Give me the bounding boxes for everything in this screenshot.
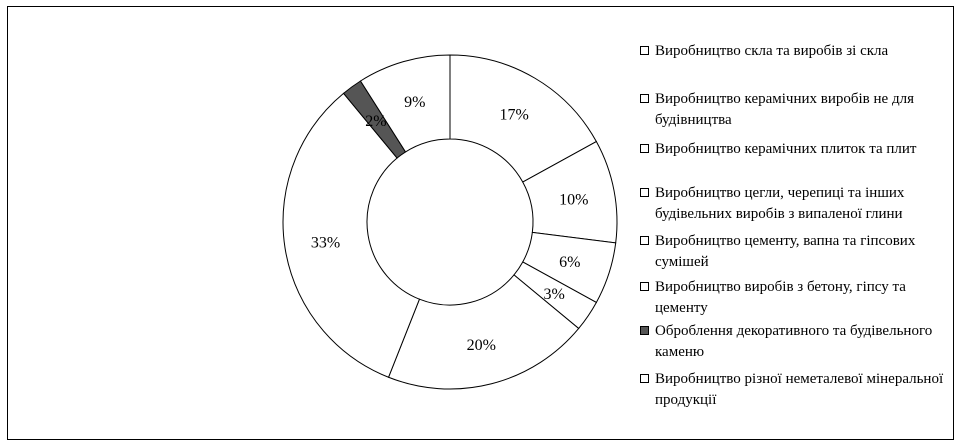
legend-item-8: Виробництво різної неметалевої мінеральн…: [640, 369, 950, 411]
legend-swatch: [640, 46, 649, 55]
legend-swatch: [640, 326, 649, 335]
donut-slice-6: [282, 92, 421, 378]
legend-item-6: Виробництво виробів з бетону, гіпсу та ц…: [640, 277, 950, 319]
slice-label-8: 9%: [404, 94, 425, 111]
legend-item-1: Виробництво скла та виробів зі скла: [640, 41, 950, 62]
legend-label: Виробництво різної неметалевої мінеральн…: [655, 371, 944, 408]
donut-slice-1: [449, 54, 598, 183]
slice-label-3: 6%: [559, 254, 580, 271]
slice-label-1: 17%: [499, 107, 528, 124]
slice-label-7: 2%: [365, 113, 386, 130]
slice-label-2: 10%: [559, 191, 588, 208]
donut-labels: 17% 10% 6% 3% 20% 33% 2% 9%: [311, 94, 589, 354]
legend-swatch: [640, 188, 649, 197]
legend-item-5: Виробництво цементу, вапна та гіпсових с…: [640, 231, 950, 273]
legend-label: Виробництво цегли, черепиці та інших буд…: [655, 185, 905, 222]
donut-slice-5: [387, 274, 580, 390]
legend-swatch: [640, 236, 649, 245]
legend-swatch: [640, 94, 649, 103]
legend-item-3: Виробництво керамічних плиток та плит: [640, 139, 950, 160]
legend-swatch: [640, 374, 649, 383]
legend-item-2: Виробництво керамічних виробів не для бу…: [640, 89, 950, 131]
legend-swatch: [640, 282, 649, 291]
slice-label-4: 3%: [544, 286, 565, 303]
legend-label: Виробництво керамічних плиток та плит: [655, 141, 917, 157]
legend-label: Виробництво скла та виробів зі скла: [655, 43, 889, 59]
legend-label: Виробництво цементу, вапна та гіпсових с…: [655, 233, 916, 270]
legend-label: Виробництво керамічних виробів не для бу…: [655, 91, 914, 128]
legend-item-4: Виробництво цегли, черепиці та інших буд…: [640, 183, 950, 225]
donut-slice-8: [359, 54, 451, 153]
legend-label: Виробництво виробів з бетону, гіпсу та ц…: [655, 279, 906, 316]
slice-label-5: 20%: [467, 337, 496, 354]
legend-label: Оброблення декоративного та будівельного…: [655, 323, 933, 360]
legend-item-7: Оброблення декоративного та будівельного…: [640, 321, 950, 363]
donut-slices: [282, 54, 618, 390]
slice-label-6: 33%: [311, 235, 340, 252]
legend-swatch: [640, 144, 649, 153]
